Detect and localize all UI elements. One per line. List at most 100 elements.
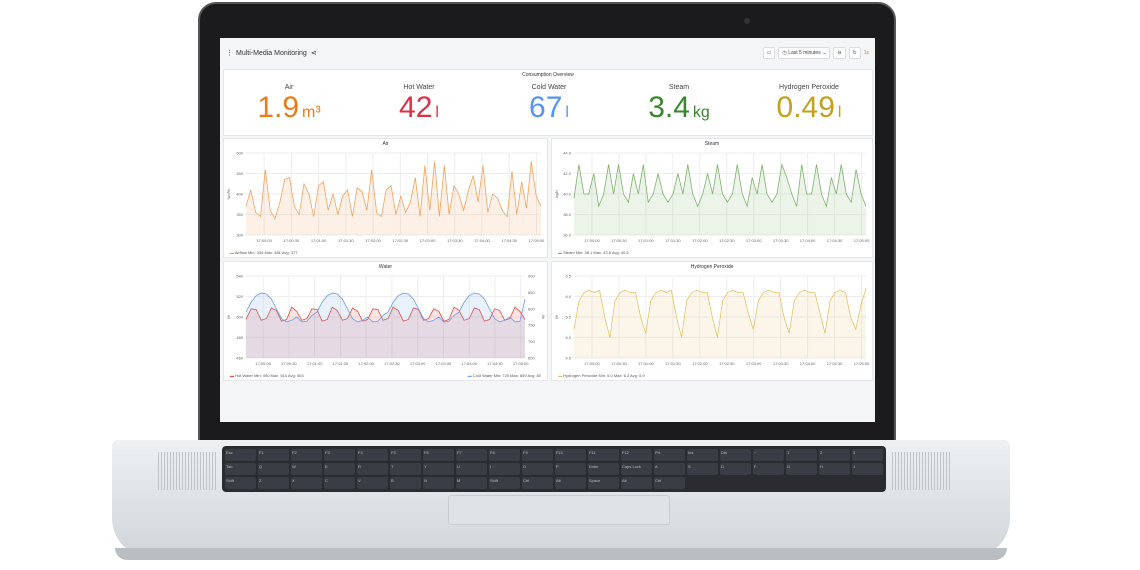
key[interactable]: G [786,463,817,475]
share-icon[interactable]: ⋖ [310,50,317,57]
stat-steam: Steam 3.4 kg [614,84,744,129]
key[interactable]: F6 [423,449,454,461]
key[interactable]: N [423,477,454,489]
time-picker[interactable]: ◷ Last 5 minutes ⌄ [778,47,831,59]
key[interactable]: Shift [225,477,256,489]
key[interactable]: V [357,477,388,489]
x-tick-label: 17:05:00 [529,238,545,243]
key[interactable]: A [654,463,685,475]
series-area [246,293,525,358]
key[interactable]: D [720,463,751,475]
key[interactable]: H [819,463,850,475]
key[interactable]: T [390,463,421,475]
key[interactable]: S [687,463,718,475]
legend-item[interactable]: ▬ Airflow Min: 334 Max: 481 Avg: 377 [230,250,298,255]
key[interactable]: F10 [555,449,586,461]
x-tick-label: 17:04:00 [461,361,477,366]
key[interactable]: Del [720,449,751,461]
key[interactable]: Y [423,463,454,475]
y-axis-label: l/h [554,315,559,319]
key[interactable]: Prt [654,449,685,461]
key[interactable]: E [324,463,355,475]
key[interactable]: Ctrl [654,477,685,489]
trackpad[interactable] [448,495,670,525]
key[interactable]: O [522,463,553,475]
key[interactable]: 2 [819,449,850,461]
webcam [744,18,750,24]
key[interactable]: Shift [489,477,520,489]
key[interactable]: M [456,477,487,489]
key[interactable]: I [489,463,520,475]
series-area [246,161,541,235]
refresh-button[interactable]: ↻ [848,47,861,59]
key[interactable]: F7 [456,449,487,461]
key[interactable]: F12 [621,449,652,461]
x-tick-label: 17:02:00 [692,361,708,366]
key[interactable]: 3 [852,449,883,461]
x-tick-label: 17:03:00 [420,238,436,243]
tv-mode-button[interactable]: ▭ [762,47,776,59]
legend-swatch: ▬ [558,250,564,255]
y-tick-label: 6.5 [565,274,571,279]
key[interactable]: Caps Lock [621,463,652,475]
key[interactable]: F8 [489,449,520,461]
key[interactable]: F3 [324,449,355,461]
key[interactable]: Q [258,463,289,475]
key[interactable]: P [555,463,586,475]
y-tick-label: 40.0 [563,192,572,197]
stat-value: 67 [529,91,563,124]
stat-unit: l [435,104,439,121]
y-axis-label: kg/h [554,190,559,198]
key[interactable]: J [852,463,883,475]
key[interactable]: F4 [357,449,388,461]
key[interactable]: Z [258,477,289,489]
x-tick-label: 17:01:30 [665,238,681,243]
legend-text: Airflow Min: 334 Max: 481 Avg: 377 [234,250,298,255]
x-tick-label: 17:02:30 [719,361,735,366]
key[interactable]: C [324,477,355,489]
key[interactable]: U [456,463,487,475]
legend-swatch: ▬ [230,250,235,255]
refresh-interval[interactable]: 1s [863,50,869,56]
key[interactable]: 1 [786,449,817,461]
key[interactable]: ~ [753,449,784,461]
key[interactable]: Ins [687,449,718,461]
key[interactable]: Ctrl [522,477,553,489]
key[interactable]: Alt [621,477,652,489]
panel-title: Consumption Overview [522,72,574,78]
key[interactable]: Alt [555,477,586,489]
x-tick-label: 17:04:30 [827,361,843,366]
apps-icon[interactable]: ⋮ [226,50,233,57]
zoom-out-button[interactable]: ⊖ [833,47,846,59]
legend-item[interactable]: ▬ Hot Water Min: 490 Max: 514 Avg: 503 [230,373,304,378]
x-tick-label: 17:00:00 [255,361,271,366]
stat-air: Air 1.9 m³ [224,84,354,129]
key[interactable]: F9 [522,449,553,461]
key[interactable]: X [291,477,322,489]
laptop-base-edge [115,548,1007,560]
key[interactable]: F5 [390,449,421,461]
key[interactable]: Enter [588,463,619,475]
x-tick-label: 17:00:00 [584,238,600,243]
key[interactable]: W [291,463,322,475]
stat-label: Cold Water [531,84,567,91]
dashboard-title[interactable]: Multi-Media Monitoring [236,49,307,57]
x-tick-label: 17:04:00 [474,238,490,243]
key[interactable]: F11 [588,449,619,461]
x-tick-label: 17:00:00 [584,361,600,366]
key[interactable]: Esc [225,449,256,461]
key[interactable]: R [357,463,388,475]
key[interactable]: F1 [258,449,289,461]
key[interactable]: Tab [225,463,256,475]
key[interactable]: B [390,477,421,489]
legend-item[interactable]: ▬ Cold Water Min: 720 Max: 859 Avg: 80 [468,373,541,378]
x-tick-label: 17:02:00 [358,361,374,366]
legend-item[interactable]: ▬ Hydrogen Peroxide Min: 5.0 Max: 6.2 Av… [558,373,645,378]
stat-unit: kg [692,104,710,121]
legend-item[interactable]: ▬ Steam Min: 38.1 Max: 43.6 Avg: 40.5 [558,250,629,255]
key[interactable]: Space [588,477,619,489]
stat-hydrogen-peroxide: Hydrogen Peroxide 0.49 l [744,84,874,129]
x-tick-label: 17:00:00 [256,238,272,243]
key[interactable]: F [753,463,784,475]
key[interactable]: F2 [291,449,322,461]
